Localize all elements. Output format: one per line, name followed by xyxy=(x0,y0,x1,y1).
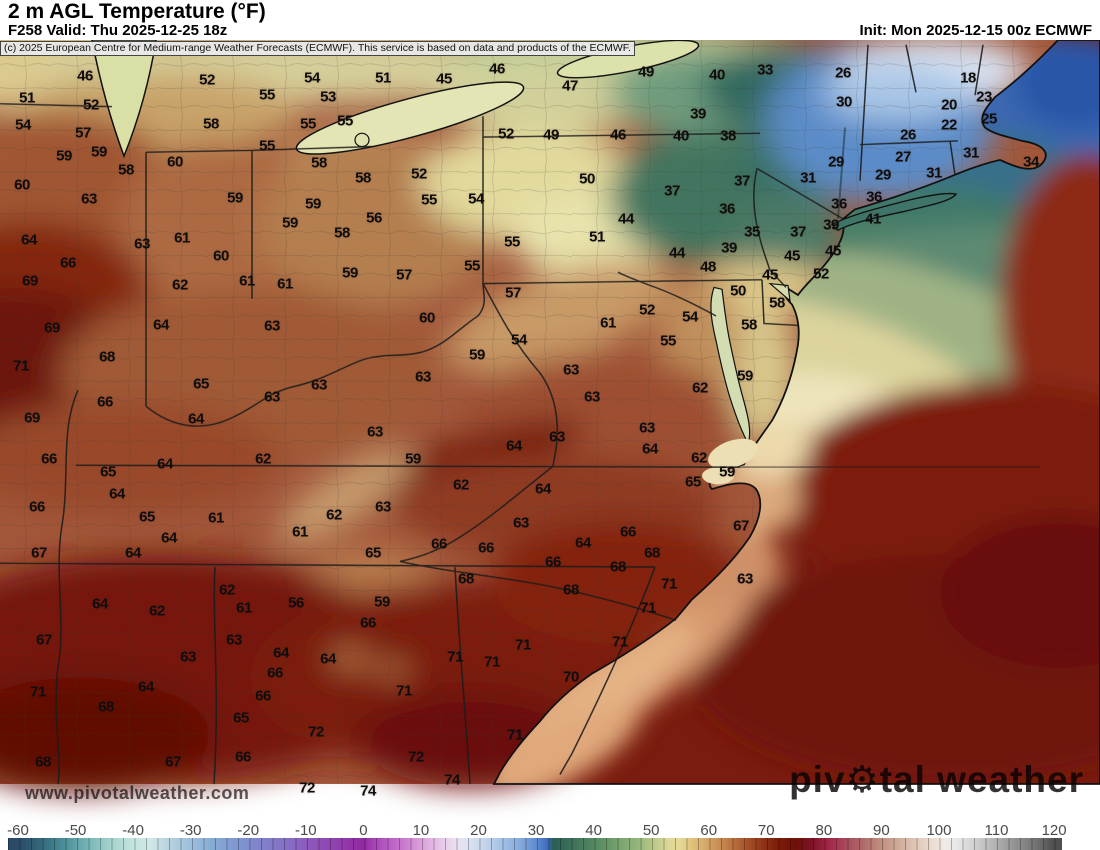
map-canvas xyxy=(0,40,1100,792)
colorbar-tick: 80 xyxy=(815,822,833,839)
colorbar-tick: 50 xyxy=(642,822,660,839)
state-borders xyxy=(0,44,1040,785)
colorbar-tick: -50 xyxy=(64,822,87,839)
colorbar-gradient xyxy=(8,838,1062,850)
colorbar-tick: 110 xyxy=(984,822,1009,839)
lake-st-clair xyxy=(354,132,370,148)
colorbar-tick: 100 xyxy=(926,822,952,839)
colorbar-tick: -10 xyxy=(294,822,317,839)
colorbar-tick: 120 xyxy=(1041,822,1067,839)
pivotal-weather-logo: piv⚙tal weather xyxy=(789,759,1084,800)
pamlico-sound xyxy=(708,438,758,469)
colorbar-tick: 10 xyxy=(412,822,430,839)
colorbar-tick: 90 xyxy=(873,822,890,839)
header: 2 m AGL Temperature (°F) F258 Valid: Thu… xyxy=(0,0,1100,40)
colorbar-tick: 30 xyxy=(527,822,545,839)
init-time: Init: Mon 2025-12-15 00z ECMWF xyxy=(859,22,1092,39)
colorbar-tick: 60 xyxy=(700,822,718,839)
colorbar-tick: -40 xyxy=(122,822,144,839)
valid-time: F258 Valid: Thu 2025-12-25 18z xyxy=(8,22,228,39)
delaware-bay xyxy=(768,282,791,303)
colorbar-tick: 20 xyxy=(470,822,487,839)
colorbar-tick: -30 xyxy=(179,822,202,839)
temperature-map[interactable] xyxy=(0,40,1100,822)
copyright-notice: (c) 2025 European Centre for Medium-rang… xyxy=(0,41,635,56)
colorbar-segments xyxy=(8,838,1062,850)
colorbar-tick: -20 xyxy=(237,822,260,839)
long-island xyxy=(830,192,958,232)
lake-michigan xyxy=(91,40,157,159)
colorbar-tick: -60 xyxy=(7,822,29,839)
colorbar-tick: 70 xyxy=(757,822,775,839)
watermark-url-text: www.pivotalweather.com xyxy=(25,783,250,803)
albemarle-sound xyxy=(702,467,734,485)
hudson-river xyxy=(837,127,846,219)
colorbar: -60 -50 -40 -30 -20 -10 0 10 20 30 40 50 60 70 80 90 100… xyxy=(0,822,1100,850)
colorbar-tick: 40 xyxy=(585,822,602,839)
watermark-url: www.pivotalweather.com xyxy=(25,783,249,804)
gear-icon: ⚙ xyxy=(845,759,880,800)
colorbar-tick: 0 xyxy=(359,822,368,839)
page-title: 2 m AGL Temperature (°F) xyxy=(8,0,266,23)
